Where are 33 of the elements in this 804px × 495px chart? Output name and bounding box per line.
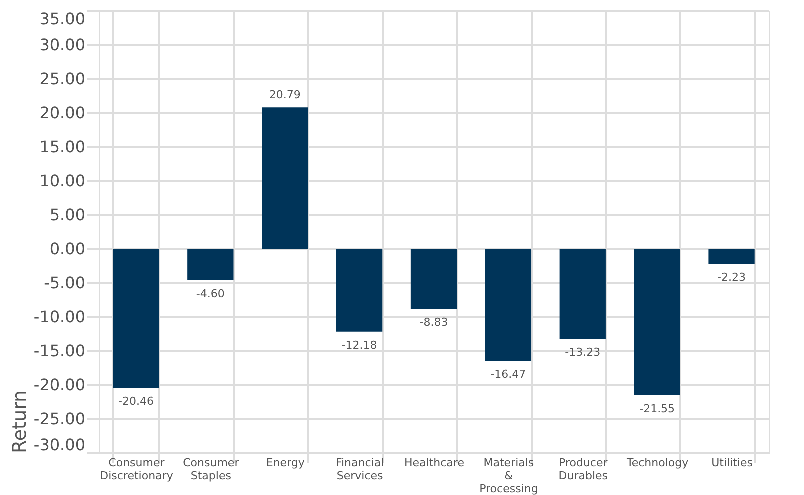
x-tick-label: Healthcare bbox=[404, 456, 465, 470]
y-tick-label: -15.00 bbox=[34, 342, 86, 360]
data-label: -4.60 bbox=[196, 287, 225, 300]
y-tick-label: 15.00 bbox=[40, 138, 86, 156]
data-label: -16.47 bbox=[490, 368, 526, 381]
x-tick-label: Materials & Processing bbox=[480, 456, 538, 495]
y-tick-label: 10.00 bbox=[40, 172, 86, 190]
x-tick-label: Utilities bbox=[712, 456, 754, 470]
data-label: -12.18 bbox=[342, 338, 378, 352]
y-tick-label: 0.00 bbox=[50, 240, 86, 258]
y-tick-label: 20.00 bbox=[40, 104, 86, 122]
data-label: -2.23 bbox=[718, 271, 746, 284]
y-tick-label: 30.00 bbox=[40, 36, 86, 54]
data-label: 20.79 bbox=[269, 88, 301, 102]
y-tick-label: -25.00 bbox=[34, 410, 86, 428]
y-tick-label: 25.00 bbox=[40, 70, 86, 88]
x-tick-label: Consumer Discretionary bbox=[100, 456, 174, 482]
data-label: -13.23 bbox=[565, 346, 601, 359]
y-tick-label: -5.00 bbox=[44, 274, 86, 292]
x-tick-label: Technology bbox=[626, 456, 690, 470]
x-tick-label: Producer Durables bbox=[558, 456, 608, 482]
x-tick-label: Consumer Staples bbox=[183, 456, 240, 482]
y-tick-label: -30.00 bbox=[34, 436, 86, 454]
y-tick-label: -20.00 bbox=[34, 376, 86, 394]
y-tick-label: 35.00 bbox=[40, 10, 86, 28]
y-tick-label: 5.00 bbox=[50, 206, 86, 224]
y-tick-label: -10.00 bbox=[34, 308, 86, 326]
data-label: -8.83 bbox=[420, 316, 448, 330]
x-tick-label: Energy bbox=[266, 456, 306, 470]
data-label: -21.55 bbox=[640, 402, 676, 416]
x-tick-label: Financial Services bbox=[336, 456, 384, 482]
y-axis-title: Return bbox=[8, 390, 31, 454]
data-label: -20.46 bbox=[118, 395, 154, 408]
